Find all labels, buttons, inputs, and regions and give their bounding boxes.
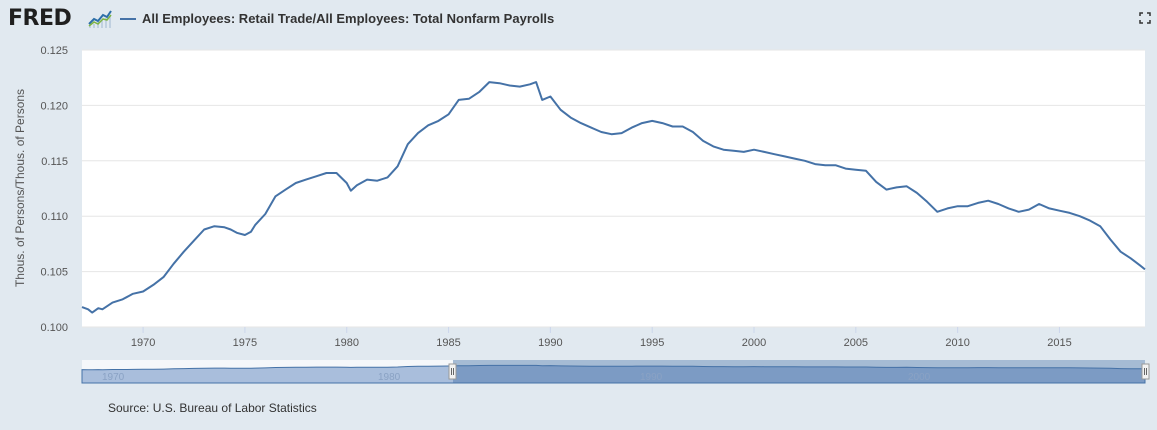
y-tick-label: 0.105 (40, 267, 68, 279)
y-tick-label: 0.100 (40, 322, 68, 334)
x-tick-label: 1975 (233, 337, 257, 349)
navigator-left-handle[interactable] (448, 363, 457, 380)
legend-entry[interactable]: All Employees: Retail Trade/All Employee… (120, 11, 554, 26)
y-tick-label: 0.125 (40, 45, 68, 57)
navigator-area (81, 364, 1146, 384)
navigator-selection[interactable] (453, 360, 1145, 383)
x-tick-label: 1990 (538, 337, 562, 349)
legend-label: All Employees: Retail Trade/All Employee… (142, 11, 555, 26)
source-note: Source: U.S. Bureau of Labor Statistics (108, 401, 317, 415)
fred-logo[interactable]: FRED (8, 6, 72, 31)
y-tick-label: 0.120 (40, 100, 68, 112)
legend-swatch (120, 17, 136, 20)
x-tick-label: 1985 (436, 337, 460, 349)
chart-header: FRED All Employees: Retail Trade/All Emp… (0, 0, 1157, 38)
x-tick-label: 1970 (131, 337, 155, 349)
navigator-label: 1970 (102, 372, 125, 383)
series-line[interactable] (81, 81, 1146, 314)
x-tick-label: 1995 (640, 337, 664, 349)
y-tick-label: 0.115 (41, 156, 68, 168)
x-tick-label: 1980 (334, 337, 358, 349)
navigator-label: 1990 (640, 372, 663, 383)
navigator-right-handle[interactable] (1141, 363, 1150, 380)
x-tick-label: 2000 (742, 337, 766, 349)
plot-background (82, 50, 1145, 327)
x-tick-label: 2015 (1047, 337, 1071, 349)
x-tick-label: 2010 (945, 337, 969, 349)
x-tick-label: 2005 (844, 337, 868, 349)
navigator-label: 1980 (378, 372, 401, 383)
x-axis-ticks: 1970 1975 1980 1985 1990 1995 2000 2005 2010 2015 (131, 327, 1072, 349)
navigator-label: 2000 (908, 372, 931, 383)
navigator[interactable]: 1970 1980 1990 2000 (81, 360, 1150, 384)
y-axis-ticks: 0.100 0.105 0.110 0.115 0.120 0.125 (40, 45, 68, 334)
grid-lines (82, 49, 1145, 328)
y-axis-label: Thous. of Persons/Thous. of Persons (13, 89, 27, 287)
y-tick-label: 0.110 (41, 211, 68, 223)
fullscreen-icon[interactable] (1139, 12, 1151, 24)
navigator-labels: 1970 1980 1990 2000 (102, 372, 931, 383)
chart-line-icon (88, 8, 112, 30)
